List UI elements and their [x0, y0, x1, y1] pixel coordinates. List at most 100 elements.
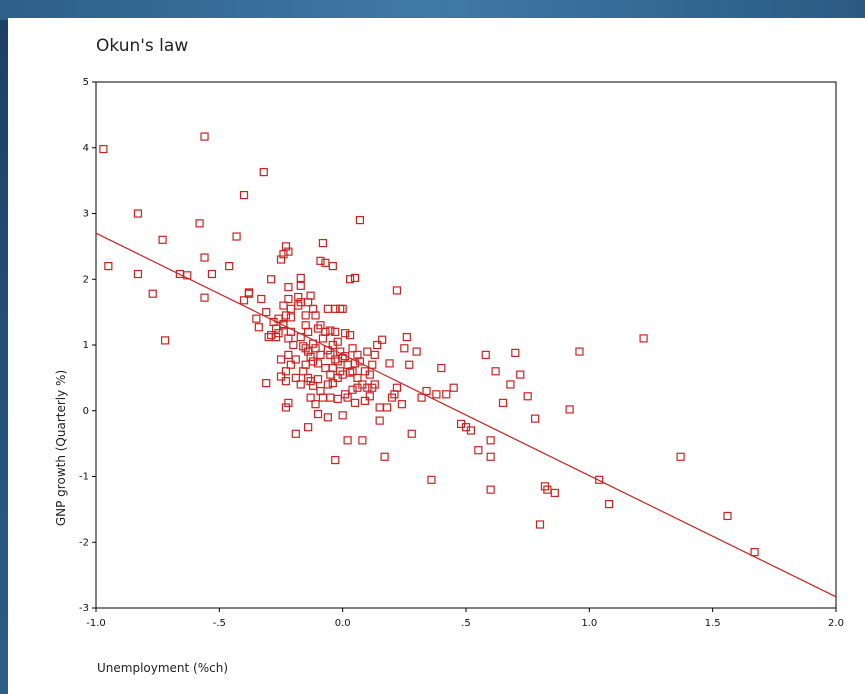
data-point	[316, 321, 325, 330]
data-point	[511, 348, 520, 357]
data-point	[276, 355, 286, 364]
data-point	[267, 275, 276, 284]
data-point	[321, 363, 330, 373]
data-point	[331, 455, 340, 465]
data-point	[294, 292, 303, 302]
data-point	[400, 344, 409, 353]
data-point	[343, 393, 352, 402]
data-point	[304, 298, 313, 307]
data-point	[252, 314, 261, 323]
data-point	[316, 256, 325, 265]
data-point	[296, 273, 305, 283]
data-point	[291, 373, 300, 382]
fit-line-group	[95, 232, 837, 598]
data-point	[262, 379, 271, 388]
data-point	[239, 190, 249, 200]
window-frame	[0, 0, 865, 20]
data-point	[232, 232, 241, 241]
data-point	[326, 326, 335, 335]
data-point	[360, 396, 369, 405]
data-point	[604, 500, 614, 509]
data-point	[333, 337, 342, 346]
data-point	[244, 289, 254, 298]
data-point	[338, 304, 347, 313]
data-point	[392, 383, 402, 392]
data-point	[595, 475, 604, 484]
data-point	[267, 331, 276, 340]
data-point	[308, 381, 318, 390]
data-point	[422, 386, 431, 396]
y-tick-label: 3	[83, 209, 89, 220]
y-tick-label: 5	[83, 77, 89, 88]
data-point	[316, 350, 325, 359]
data-point	[207, 269, 217, 279]
data-point	[506, 380, 515, 389]
data-point	[338, 354, 347, 363]
data-point	[284, 398, 293, 407]
data-point	[316, 386, 325, 396]
data-point	[313, 375, 323, 384]
data-point	[345, 331, 355, 340]
data-point	[343, 436, 352, 445]
data-point	[326, 370, 335, 379]
data-point	[380, 452, 389, 461]
data-point	[321, 258, 330, 267]
data-point	[200, 253, 209, 262]
data-point	[158, 235, 167, 244]
data-point	[289, 340, 298, 350]
data-point	[318, 238, 328, 248]
data-point	[498, 398, 508, 407]
data-point	[284, 294, 293, 304]
data-point	[328, 363, 337, 373]
data-point	[341, 329, 350, 338]
data-point	[311, 344, 320, 353]
data-point	[276, 255, 286, 264]
data-point	[301, 311, 310, 320]
data-point	[432, 390, 441, 399]
data-point	[353, 373, 362, 382]
data-point	[326, 350, 335, 359]
data-point	[304, 423, 313, 432]
data-point	[350, 359, 360, 368]
data-point	[313, 409, 323, 419]
data-point	[284, 247, 293, 256]
data-point	[575, 347, 584, 356]
data-point	[466, 426, 476, 435]
data-point	[345, 368, 355, 377]
data-point	[284, 334, 293, 343]
data-point	[323, 346, 332, 355]
data-point	[160, 336, 170, 345]
data-point	[449, 383, 458, 392]
data-point	[412, 347, 421, 356]
data-point	[281, 403, 291, 412]
data-point	[550, 488, 559, 498]
data-point	[365, 392, 374, 401]
data-point	[407, 429, 416, 438]
data-point	[318, 334, 328, 343]
data-point	[385, 359, 394, 368]
data-point	[442, 390, 451, 399]
data-point	[345, 275, 355, 284]
data-point	[254, 323, 263, 332]
data-point	[378, 335, 387, 344]
data-point	[331, 355, 340, 364]
data-point	[338, 411, 347, 420]
data-point	[291, 429, 300, 438]
data-point	[279, 321, 288, 330]
data-point	[323, 380, 332, 389]
data-point	[392, 286, 402, 295]
data-point	[99, 144, 108, 154]
data-point	[291, 355, 300, 364]
data-point	[306, 352, 315, 361]
data-point	[402, 333, 411, 342]
data-point	[286, 304, 295, 313]
regression-line	[95, 232, 837, 598]
data-point	[328, 379, 337, 388]
data-point	[304, 327, 313, 336]
data-point	[299, 342, 308, 351]
y-tick-label: -3	[79, 603, 89, 614]
data-point	[286, 313, 295, 322]
data-point	[195, 219, 204, 228]
data-point	[348, 385, 357, 394]
